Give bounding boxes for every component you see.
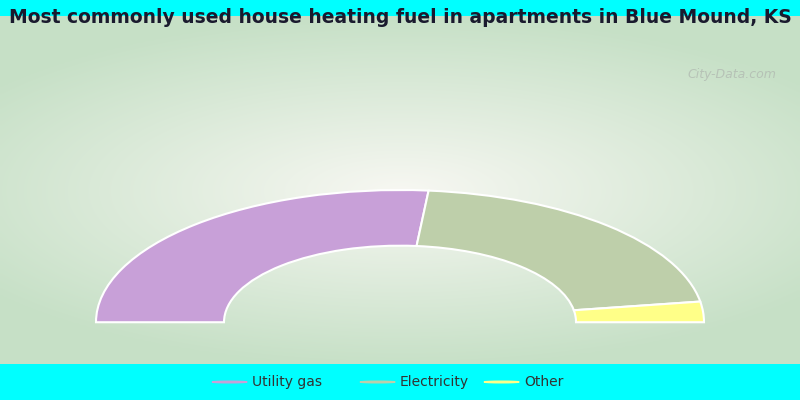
Circle shape (360, 381, 395, 383)
Text: Other: Other (524, 375, 563, 389)
Text: Most commonly used house heating fuel in apartments in Blue Mound, KS: Most commonly used house heating fuel in… (9, 8, 791, 27)
Wedge shape (417, 190, 700, 310)
Wedge shape (96, 190, 429, 322)
Circle shape (484, 381, 519, 383)
Text: City-Data.com: City-Data.com (687, 68, 776, 81)
Text: Electricity: Electricity (400, 375, 469, 389)
Wedge shape (574, 302, 704, 322)
Circle shape (212, 381, 247, 383)
Text: Utility gas: Utility gas (252, 375, 322, 389)
